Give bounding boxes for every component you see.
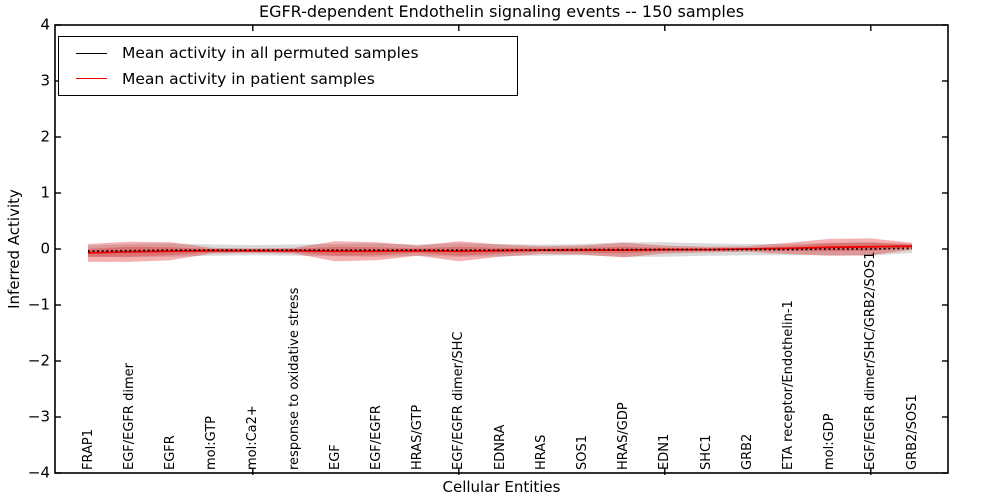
x-tick-label: ETA receptor/Endothelin-1 [780,300,796,470]
x-tick-label: response to oxidative stress [286,287,302,470]
legend-item-label: Mean activity in patient samples [122,69,375,88]
y-tick-label: −4 [27,463,50,482]
y-tick-label: 0 [40,239,50,258]
legend: Mean activity in all permuted samples Me… [58,36,518,96]
y-tick-label: 4 [40,15,50,34]
legend-item-patient: Mean activity in patient samples [76,70,517,88]
x-tick-label: EDNRA [492,424,508,470]
y-tick-label: −3 [27,407,50,426]
x-tick-label: EGF/EGFR [368,405,384,470]
mean-line-patient [87,245,913,254]
x-tick-label: EGFR [162,435,178,470]
x-tick-label: SOS1 [574,434,590,470]
x-tick-label: EGF/EGFR dimer/SHC [451,331,467,470]
x-tick-label: mol:Ca2+ [245,405,261,470]
x-tick-label: GRB2 [739,433,755,470]
x-tick-label: mol:GTP [204,416,220,470]
chart-title: EGFR-dependent Endothelin signaling even… [258,2,745,21]
x-tick-label: HRAS/GTP [410,404,426,470]
legend-item-permuted: Mean activity in all permuted samples [76,44,517,62]
y-tick-label: −2 [27,351,50,370]
legend-item-label: Mean activity in all permuted samples [122,44,419,63]
y-tick-label: 2 [40,127,50,146]
y-tick-label: −1 [27,295,50,314]
y-tick-label: 1 [40,183,50,202]
legend-line-sample-red [76,78,107,80]
legend-line-sample-black [76,52,107,54]
x-tick-label: HRAS/GDP [616,402,632,470]
x-tick-label: mol:GDP [822,413,838,470]
x-tick-label: SHC1 [698,434,714,470]
x-axis-title: Cellular Entities [442,478,561,496]
x-tick-label: GRB2/SOS1 [904,394,920,470]
y-tick-label: 3 [40,71,50,90]
x-tick-label: EGF/EGFR dimer [121,363,137,470]
y-axis-title: Inferred Activity [5,189,23,309]
x-tick-label: EGF [327,444,343,470]
x-tick-label: EDN1 [657,433,673,470]
x-tick-label: FRAP1 [80,429,96,470]
x-tick-label: HRAS [533,434,549,470]
x-tick-label: EGF/EGFR dimer/SHC/GRB2/SOS1 [863,251,879,471]
mean-line-permuted [87,247,913,253]
